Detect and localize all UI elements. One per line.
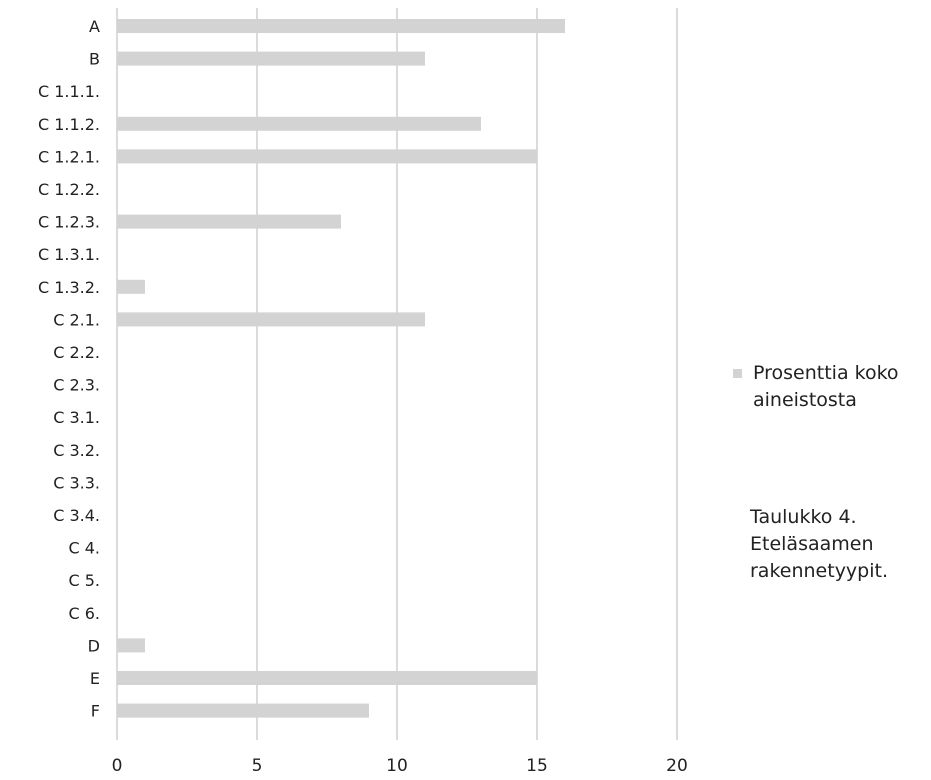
category-label: E [90,669,100,688]
category-label: C 3.4. [53,506,100,525]
bar [117,214,341,229]
category-label: C 3.3. [53,473,100,492]
caption-line-2: Eteläsaamen [750,533,874,555]
x-tick-label-10: 10 [386,756,408,776]
x-tick-label-0: 0 [112,756,123,776]
bar [117,638,145,653]
category-label: C 1.2.1. [38,147,100,166]
category-label: B [89,50,100,69]
bar [117,116,481,131]
caption-line-3: rakennetyypit. [750,560,889,582]
bars [117,19,565,718]
legend-swatch [733,369,742,378]
x-tick-label-5: 5 [252,756,263,776]
legend-label-line-1: Prosenttia koko [753,362,899,384]
category-label: C 1.3.1. [38,245,100,264]
bar [117,703,369,718]
caption-line-1: Taulukko 4. [750,506,857,528]
legend-label-line-2: aineistosta [753,389,857,411]
category-labels: AB C 1.1.1. C 1.1.2. C 1.2.1. C 1.2.2. C 1.2.… [38,17,100,721]
bar [117,19,565,33]
bar [117,312,425,327]
category-label: C 2.2. [53,343,100,362]
category-label: C 3.2. [53,441,100,460]
category-label: C 6. [68,604,100,623]
category-label: D [88,636,100,655]
category-label: F [91,702,100,721]
category-label: C 1.1.2. [38,115,100,134]
category-label: C 3.1. [53,408,100,427]
category-label: C 1.2.2. [38,180,100,199]
x-tick-label-20: 20 [666,756,688,776]
category-label: C 2.1. [53,310,100,329]
category-label: A [89,17,100,36]
category-label: C 4. [68,539,100,558]
legend: Prosenttia koko aineistosta [733,360,928,414]
bar [117,149,537,164]
x-tick-label-15: 15 [526,756,548,776]
bar [117,671,537,685]
category-label: C 2.3. [53,376,100,395]
x-tick-labels: 0 5 10 15 20 [112,756,688,776]
category-label: C 1.3.2. [38,278,100,297]
category-label: C 1.1.1. [38,82,100,101]
table-caption: Taulukko 4. Eteläsaamen rakennetyypit. [750,504,928,585]
category-label: C 5. [68,571,100,590]
category-label: C 1.2.3. [38,213,100,232]
bar [117,51,425,66]
bar [117,279,145,294]
